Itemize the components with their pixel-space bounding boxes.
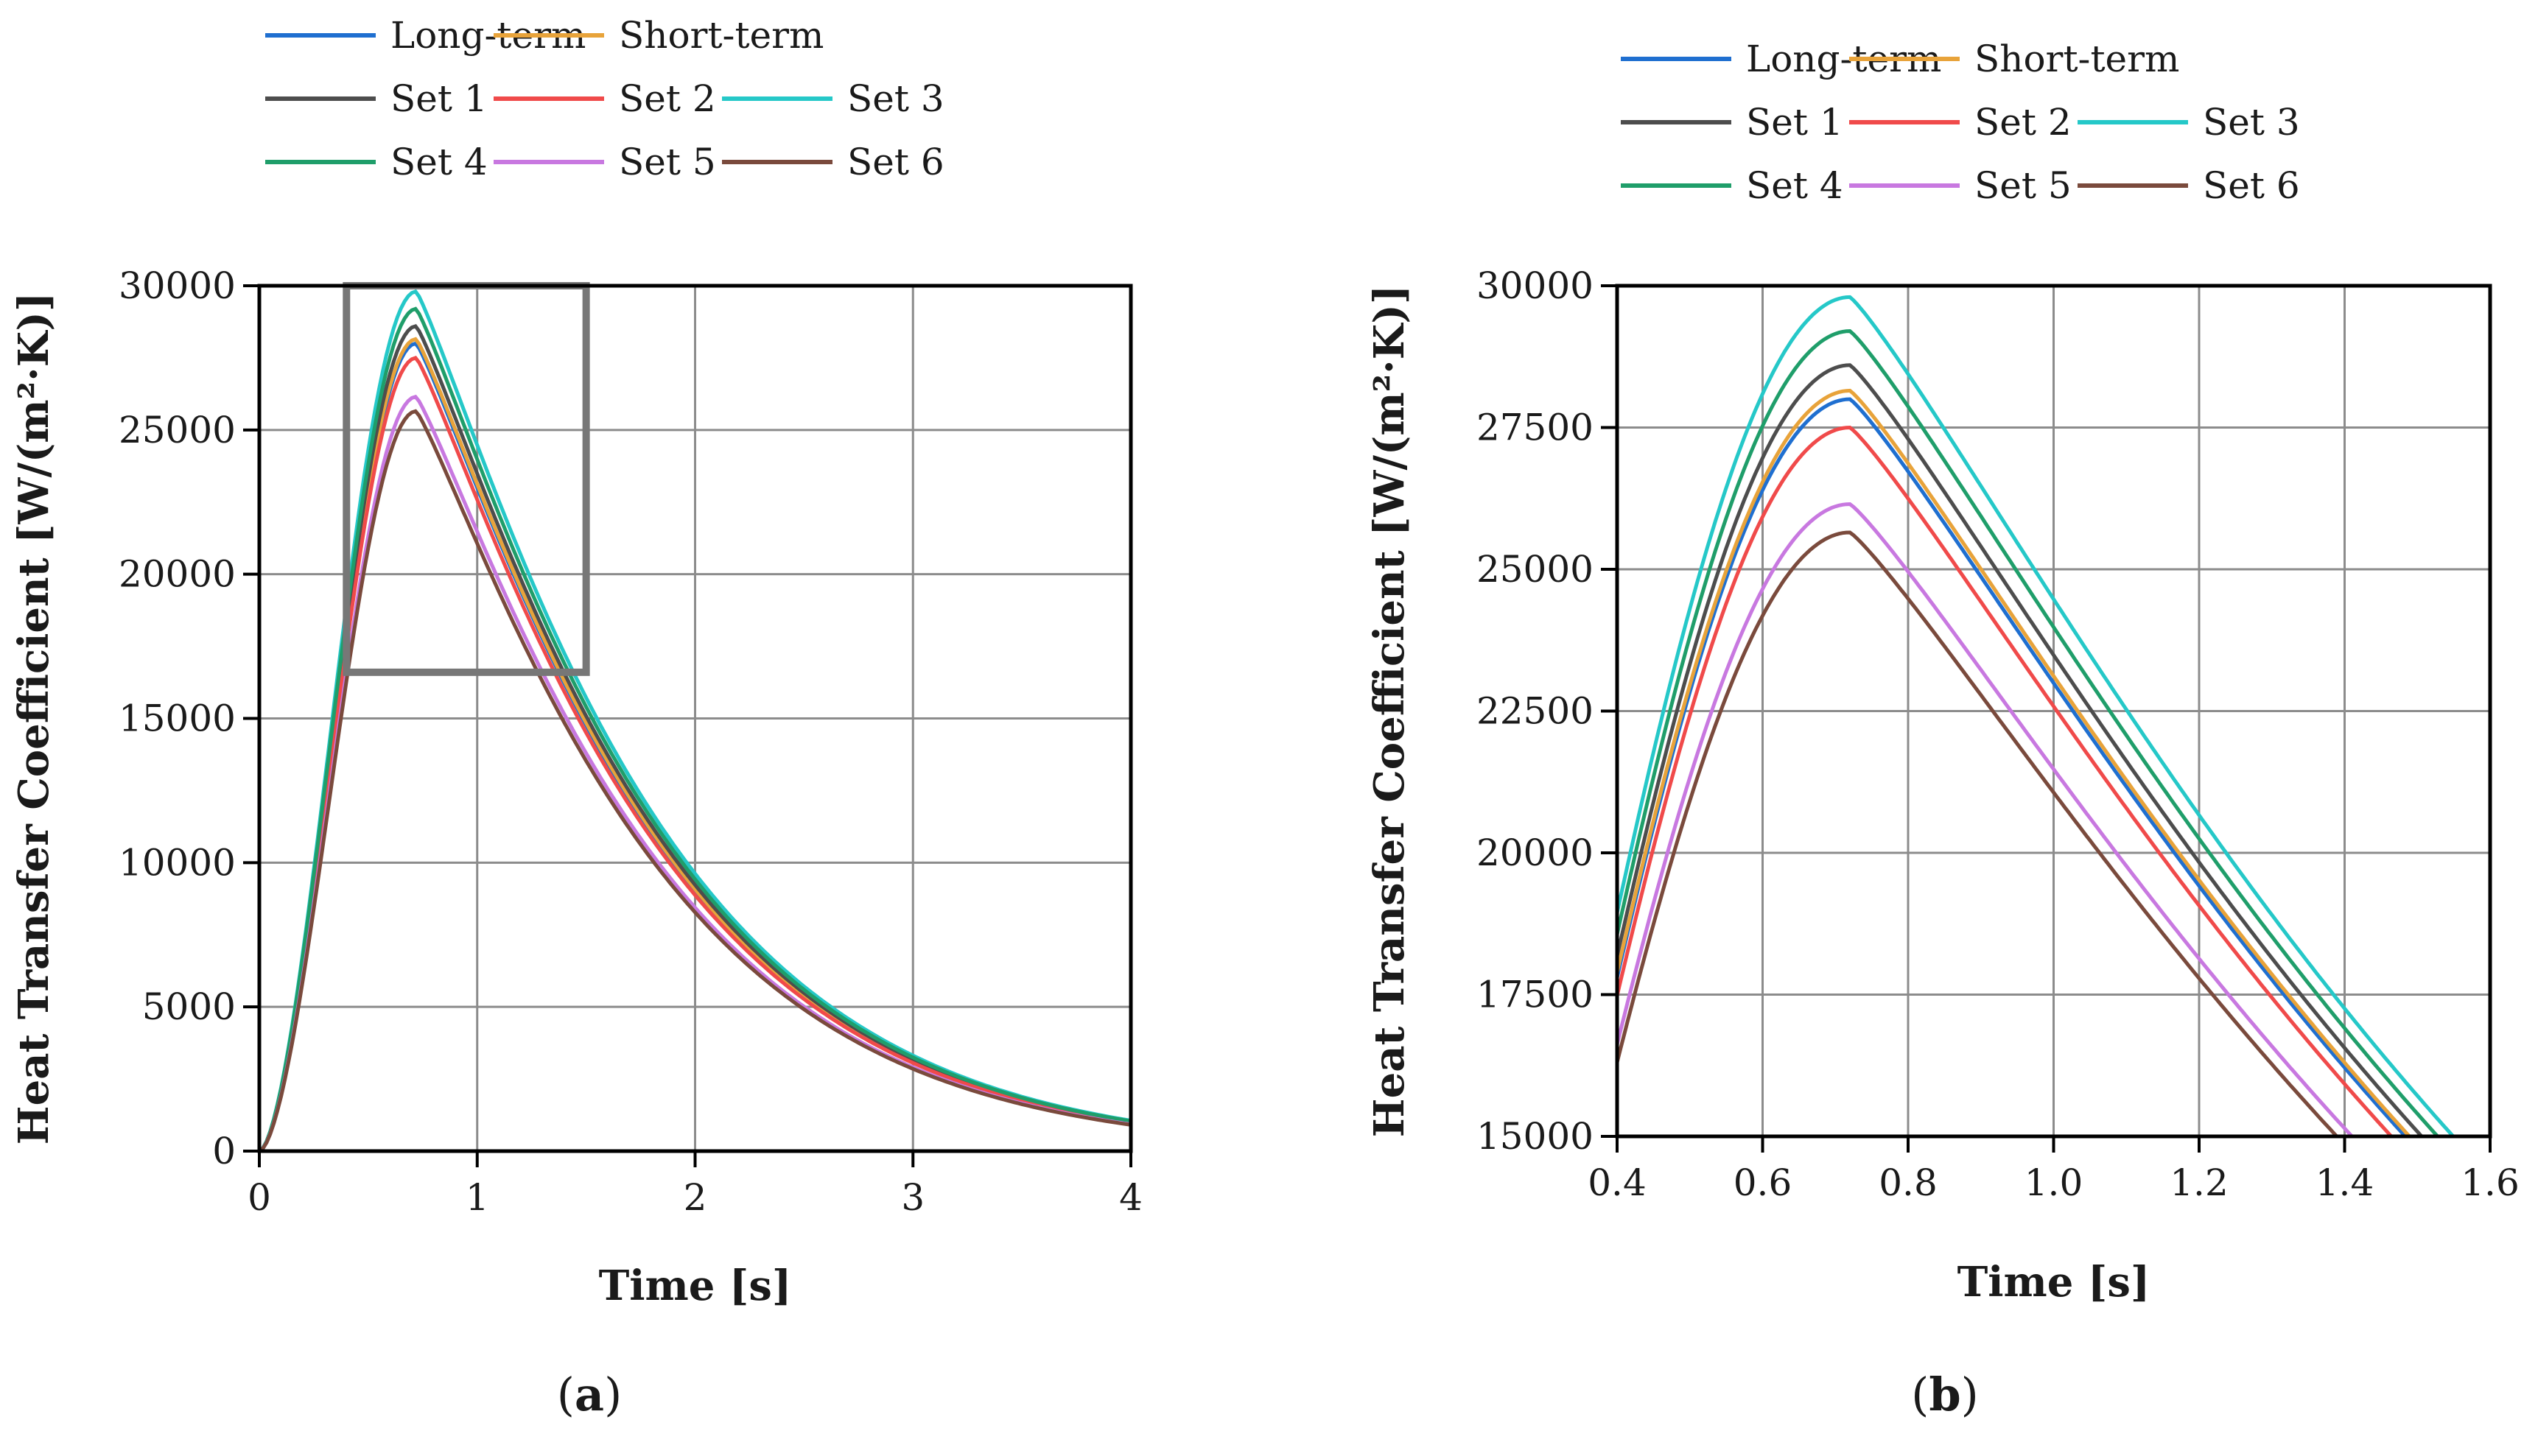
grid — [1617, 286, 2490, 1136]
legend-item: Set 6 — [722, 141, 944, 183]
series-line-set-4 — [259, 306, 1131, 1151]
series-line-set-2 — [1617, 425, 2394, 1136]
y-tick-label: 30000 — [1476, 264, 1594, 307]
panel-label-open: ( — [557, 1368, 575, 1421]
y-tick-label: 10000 — [119, 841, 236, 884]
legend-item: Set 5 — [494, 141, 716, 183]
series-line-set-6 — [259, 409, 1131, 1151]
series-line-set-6 — [1617, 530, 2340, 1136]
series-group — [1617, 295, 2456, 1136]
y-tick-label: 20000 — [1476, 831, 1594, 874]
y-tick-label: 17500 — [1476, 974, 1594, 1016]
legend-label: Set 6 — [847, 141, 944, 183]
legend-label: Set 4 — [1746, 164, 1843, 207]
series-group — [259, 289, 1131, 1151]
legend-item: Set 2 — [1849, 101, 2072, 144]
x-tick-label: 0 — [248, 1176, 271, 1219]
y-axis: 15000 17500 20000 22500 25000 27500 30000 — [1476, 264, 1617, 1158]
legend-label: Set 5 — [619, 141, 716, 183]
series-line-set-5 — [1617, 502, 2355, 1136]
x-tick-label: 4 — [1119, 1176, 1143, 1219]
series-line-short-term — [1617, 388, 2412, 1136]
y-tick-label: 0 — [212, 1130, 236, 1172]
legend-item: Set 6 — [2078, 164, 2300, 207]
x-tick-label: 0.8 — [1879, 1161, 1938, 1204]
panel-label-letter: a — [575, 1368, 604, 1421]
y-tick-label: 20000 — [119, 553, 236, 596]
grid — [259, 286, 1131, 1151]
x-tick-label: 0.6 — [1734, 1161, 1792, 1204]
x-axis: 0 1 2 3 4 — [248, 1151, 1143, 1219]
y-tick-label: 5000 — [142, 985, 236, 1028]
x-tick-label: 0.4 — [1588, 1161, 1647, 1204]
panel-label: (a) — [557, 1368, 623, 1421]
legend-label: Short-term — [1974, 38, 2179, 80]
legend-label: Set 1 — [1746, 101, 1843, 144]
legend-item: Short-term — [1849, 38, 2179, 80]
x-tick-label: 1 — [466, 1176, 489, 1219]
legend-label: Set 2 — [1974, 101, 2072, 144]
x-tick-label: 1.4 — [2316, 1161, 2374, 1204]
y-axis: 0 5000 10000 15000 20000 25000 30000 — [119, 264, 259, 1172]
legend-item: Set 1 — [1621, 101, 1843, 144]
legend-label: Set 5 — [1974, 164, 2072, 207]
legend-label: Set 2 — [619, 77, 716, 120]
y-tick-label: 15000 — [1476, 1115, 1594, 1158]
panel-label-close: ) — [604, 1368, 622, 1421]
series-line-set-3 — [1617, 295, 2456, 1136]
legend-item: Set 4 — [265, 141, 488, 183]
legend-item: Set 3 — [2078, 101, 2300, 144]
legend-label: Set 3 — [847, 77, 944, 120]
series-line-set-4 — [1617, 329, 2441, 1136]
x-tick-label: 1.2 — [2170, 1161, 2229, 1204]
series-line-set-2 — [259, 356, 1131, 1151]
legend-label: Short-term — [619, 14, 824, 57]
y-tick-label: 25000 — [119, 409, 236, 451]
x-tick-label: 2 — [684, 1176, 707, 1219]
x-tick-label: 1.6 — [2461, 1161, 2520, 1204]
legend-item: Short-term — [494, 14, 824, 57]
series-line-set-1 — [1617, 363, 2425, 1136]
y-tick-label: 15000 — [119, 697, 236, 740]
legend-item: Set 3 — [722, 77, 944, 120]
panel-label-close: ) — [1961, 1368, 1979, 1421]
legend-item: Set 1 — [265, 77, 488, 120]
y-tick-label: 25000 — [1476, 548, 1594, 591]
x-axis: 0.4 0.6 0.8 1.0 1.2 1.4 1.6 — [1588, 1136, 2520, 1204]
y-tick-label: 30000 — [119, 264, 236, 307]
legend-item: Set 5 — [1849, 164, 2072, 207]
legend-label: Set 6 — [2203, 164, 2300, 207]
y-axis-title: Heat Transfer Coefficient [W/(m²·K)] — [10, 292, 58, 1145]
x-axis-title: Time [s] — [599, 1262, 792, 1310]
x-tick-label: 3 — [901, 1176, 925, 1219]
legend-item: Set 2 — [494, 77, 716, 120]
legend-label: Set 4 — [390, 141, 488, 183]
y-axis-title: Heat Transfer Coefficient [W/(m²·K)] — [1365, 285, 1414, 1138]
panel-label-open: ( — [1911, 1368, 1929, 1421]
legend-item: Set 4 — [1621, 164, 1843, 207]
y-tick-label: 22500 — [1476, 690, 1594, 733]
x-tick-label: 1.0 — [2025, 1161, 2083, 1204]
panel-label-letter: b — [1929, 1368, 1960, 1421]
series-line-long-term — [1617, 397, 2408, 1136]
y-tick-label: 27500 — [1476, 407, 1594, 449]
panel-label: (b) — [1911, 1368, 1979, 1421]
x-axis-title: Time [s] — [1957, 1258, 2150, 1306]
legend-label: Set 3 — [2203, 101, 2300, 144]
legend-label: Set 1 — [390, 77, 488, 120]
